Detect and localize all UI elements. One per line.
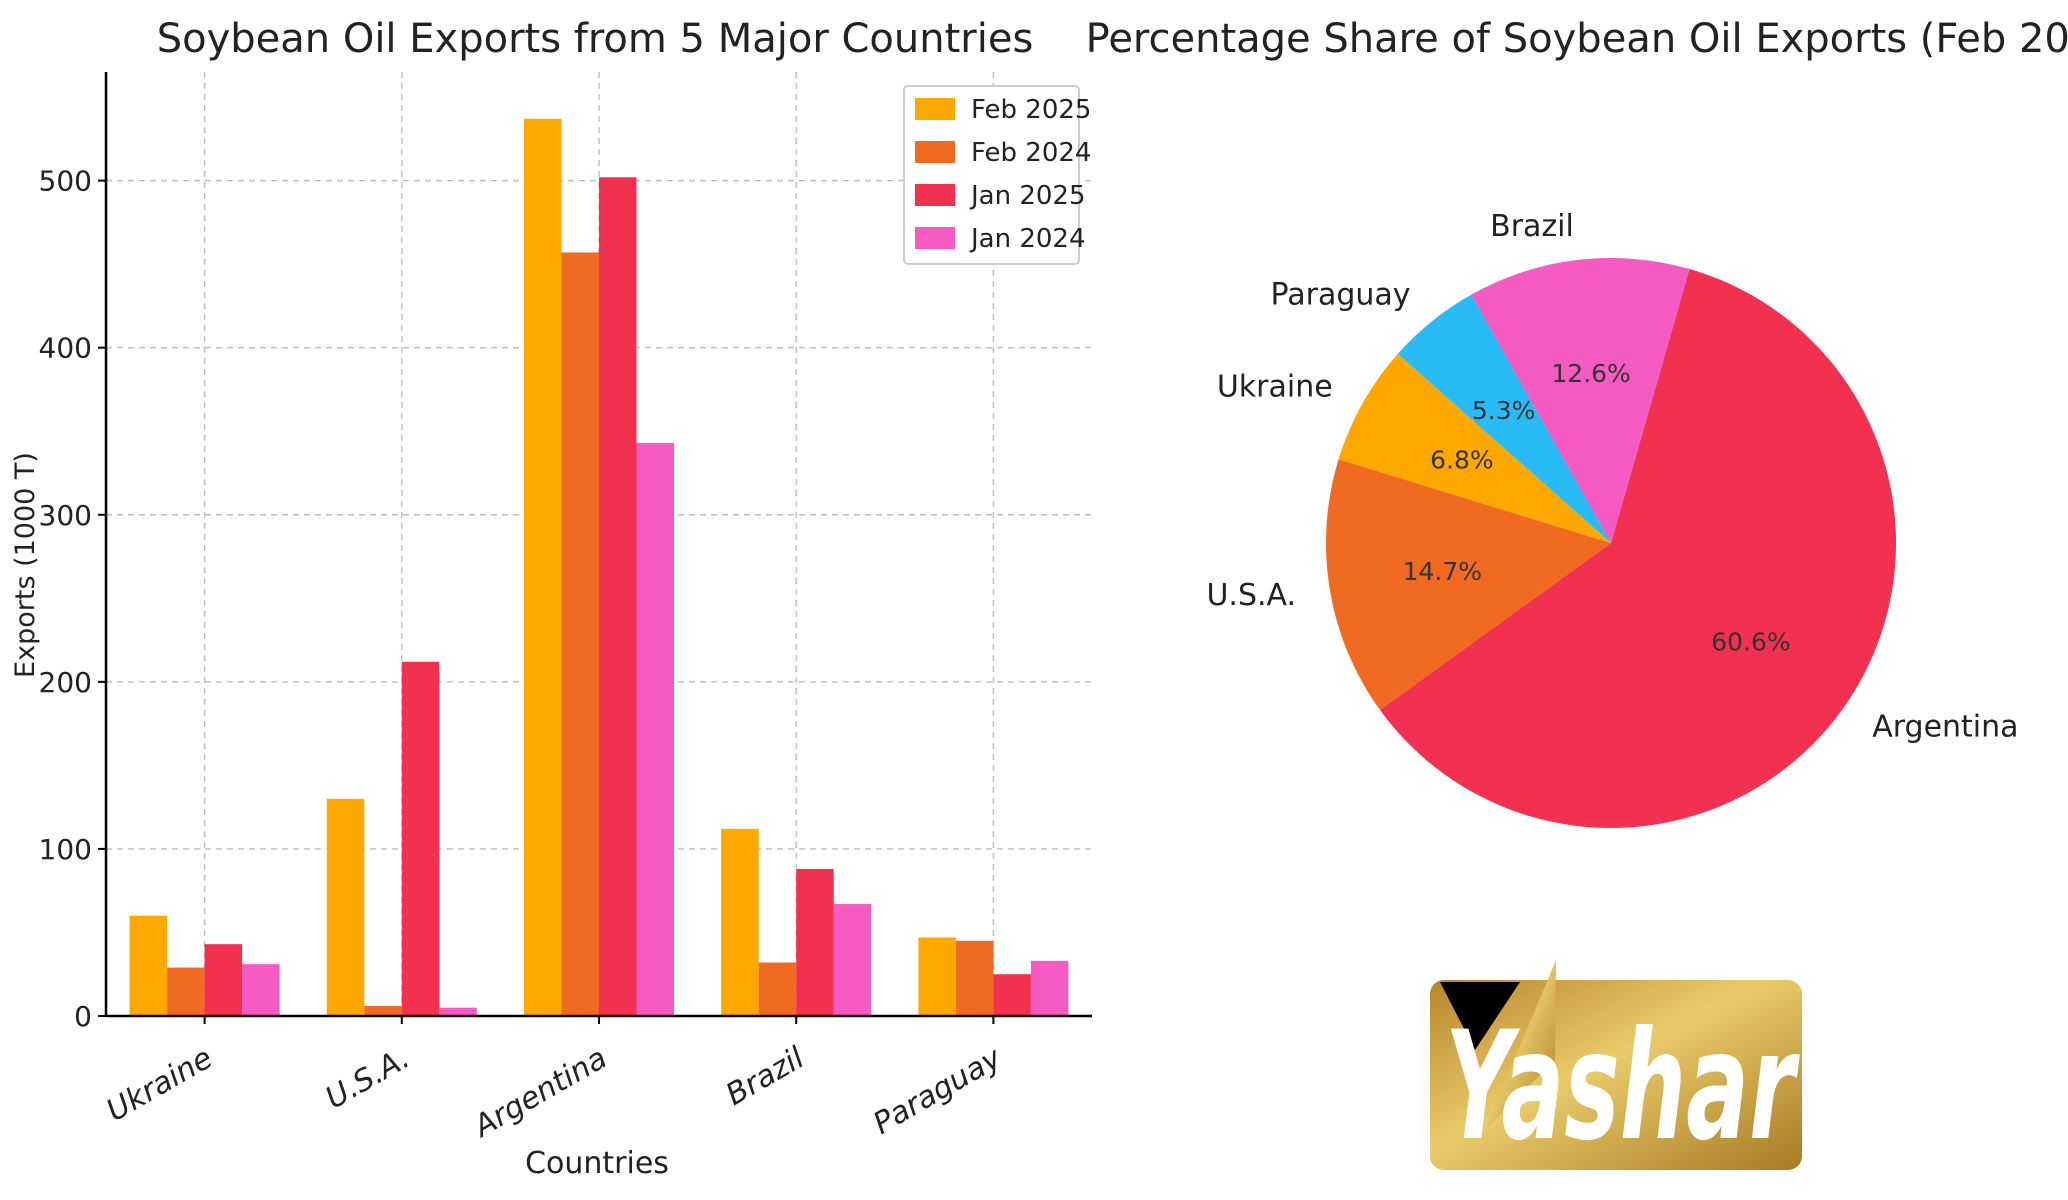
pie-slice: [1397, 294, 1611, 543]
bar: [242, 964, 280, 1016]
bar: [993, 974, 1031, 1016]
y-tick-label: 0: [74, 1000, 92, 1033]
y-tick-label: 200: [39, 666, 92, 699]
pie-percent-label: 5.3%: [1472, 396, 1536, 425]
pie-percent-label: 60.6%: [1711, 627, 1790, 656]
y-tick-label: 500: [39, 165, 92, 198]
y-axis-ticks: 0 100 200 300 400 500: [39, 165, 106, 1033]
y-tick-label: 400: [39, 332, 92, 365]
pie-percent-label: 14.7%: [1403, 557, 1482, 586]
bar: [796, 868, 834, 1016]
pie-labels: 60.6% Argentina 14.7% U.S.A. 6.8% Ukraine 5.3%…: [1206, 209, 2018, 744]
bar: [833, 904, 872, 1016]
pie-chart: Percentage Share of Soybean Oil Exports …: [1086, 16, 2068, 828]
x-tick-label: Paraguay: [867, 1040, 1008, 1142]
pie-category-label: Brazil: [1490, 209, 1574, 244]
legend-label: Jan 2024: [969, 224, 1086, 254]
x-tick-label: Argentina: [467, 1041, 613, 1146]
bar: [129, 915, 168, 1016]
pie-category-label: Ukraine: [1217, 370, 1333, 405]
pie-percent-label: 6.8%: [1430, 445, 1494, 474]
logo-background: [1430, 980, 1802, 1170]
bar: [758, 962, 797, 1016]
legend-label: Feb 2024: [971, 138, 1091, 168]
pie-slice: [1471, 258, 1690, 543]
x-axis-ticks: Ukraine U.S.A. Argentina Brazil Paraguay: [101, 1016, 1008, 1146]
pie-slice: [1326, 459, 1611, 710]
logo-text: Yashar: [1445, 1000, 1800, 1174]
yashar-logo: Yashar: [1430, 960, 1802, 1174]
logo-triangle-icon: [1440, 982, 1520, 1050]
bar: [918, 937, 956, 1016]
pie-chart-title: Percentage Share of Soybean Oil Exports …: [1086, 16, 2068, 62]
x-tick-label: U.S.A.: [320, 1041, 416, 1117]
bar-chart-bars: [129, 118, 1069, 1017]
x-tick-label: Brazil: [720, 1040, 811, 1113]
bar: [636, 442, 674, 1016]
legend-swatch: [915, 184, 955, 206]
pie-category-label: U.S.A.: [1206, 578, 1296, 613]
bar-chart: Soybean Oil Exports from 5 Major Countri…: [10, 16, 1092, 1181]
legend: Feb 2025 Feb 2024 Jan 2025 Jan 2024: [903, 85, 1091, 265]
pie-percent-label: 12.6%: [1551, 359, 1630, 388]
bar: [955, 940, 994, 1016]
bar: [599, 177, 637, 1016]
legend-label: Feb 2025: [971, 95, 1091, 125]
bar-chart-title: Soybean Oil Exports from 5 Major Countri…: [157, 16, 1034, 62]
bar: [721, 828, 759, 1016]
bar: [326, 798, 365, 1016]
bar: [401, 661, 440, 1016]
legend-label: Jan 2025: [969, 181, 1086, 211]
x-axis-label: Countries: [525, 1146, 669, 1181]
pie-category-label: Paraguay: [1271, 278, 1411, 313]
legend-swatch: [915, 227, 955, 249]
x-tick-label: Ukraine: [101, 1041, 219, 1129]
bar: [524, 118, 562, 1017]
bar: [1030, 960, 1069, 1016]
y-axis-label: Exports (1000 T): [10, 452, 41, 678]
y-tick-label: 300: [39, 499, 92, 532]
logo-bolt: [1485, 960, 1556, 1130]
pie-category-label: Argentina: [1872, 709, 2018, 744]
bar: [364, 1005, 402, 1016]
bar: [561, 252, 599, 1016]
bar: [167, 967, 205, 1016]
pie-slice: [1338, 353, 1611, 543]
pie-slice: [1379, 269, 1896, 828]
legend-swatch: [915, 98, 955, 120]
bar: [439, 1007, 477, 1016]
legend-frame: [903, 85, 1080, 265]
y-tick-label: 100: [39, 833, 92, 866]
bar: [204, 944, 243, 1016]
pie-slices: [1326, 258, 1896, 828]
legend-swatch: [915, 141, 955, 163]
